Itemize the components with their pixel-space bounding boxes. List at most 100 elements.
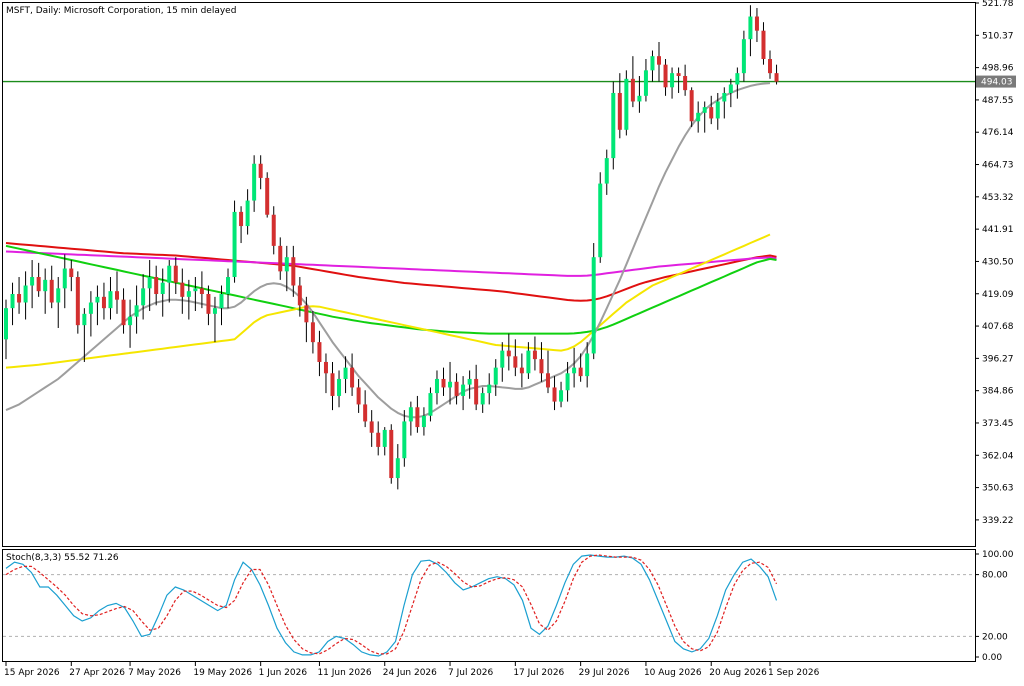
candle[interactable]	[23, 271, 28, 320]
candle[interactable]	[480, 387, 485, 413]
candle[interactable]	[108, 277, 113, 320]
candle[interactable]	[741, 30, 746, 82]
candle[interactable]	[578, 353, 583, 382]
candle[interactable]	[75, 271, 80, 334]
candle[interactable]	[774, 64, 779, 85]
candle[interactable]	[337, 370, 342, 408]
candle[interactable]	[297, 277, 302, 317]
candle[interactable]	[147, 260, 152, 311]
candle[interactable]	[448, 361, 453, 405]
candle[interactable]	[696, 101, 701, 133]
candle[interactable]	[506, 333, 511, 371]
candle[interactable]	[36, 262, 41, 297]
candle[interactable]	[4, 299, 8, 360]
candle[interactable]	[728, 78, 733, 108]
candle[interactable]	[167, 260, 172, 303]
candle[interactable]	[702, 101, 707, 133]
candle[interactable]	[761, 22, 766, 65]
candle[interactable]	[186, 279, 191, 320]
candle[interactable]	[350, 353, 355, 396]
candle[interactable]	[330, 361, 335, 411]
candle[interactable]	[754, 8, 759, 43]
candle[interactable]	[363, 390, 368, 428]
candle[interactable]	[62, 254, 67, 309]
candle[interactable]	[657, 42, 661, 82]
candle[interactable]	[382, 427, 387, 456]
candle[interactable]	[389, 424, 394, 484]
candle[interactable]	[17, 277, 22, 314]
candle[interactable]	[670, 67, 675, 99]
candle[interactable]	[343, 356, 348, 394]
candle[interactable]	[421, 407, 426, 436]
candle[interactable]	[323, 353, 328, 394]
candle[interactable]	[630, 56, 635, 108]
candle[interactable]	[95, 285, 100, 326]
candle[interactable]	[467, 370, 472, 399]
candle[interactable]	[487, 373, 492, 405]
candle[interactable]	[82, 308, 87, 362]
candle[interactable]	[461, 376, 466, 411]
candle[interactable]	[173, 257, 178, 295]
candle[interactable]	[226, 268, 231, 309]
candle[interactable]	[30, 260, 35, 309]
candle[interactable]	[356, 378, 361, 413]
candle[interactable]	[617, 73, 622, 139]
candle[interactable]	[101, 282, 106, 320]
candle[interactable]	[604, 149, 609, 195]
candle[interactable]	[493, 359, 498, 396]
candle[interactable]	[56, 277, 61, 328]
candle[interactable]	[271, 206, 276, 255]
candle[interactable]	[193, 277, 198, 311]
candle[interactable]	[154, 265, 159, 306]
candle[interactable]	[735, 67, 740, 99]
candle[interactable]	[637, 75, 642, 113]
candle[interactable]	[291, 245, 296, 297]
candle[interactable]	[141, 274, 146, 320]
candle[interactable]	[284, 245, 289, 292]
candle[interactable]	[545, 350, 550, 394]
candle[interactable]	[245, 189, 250, 235]
candle[interactable]	[212, 296, 217, 343]
candle[interactable]	[454, 373, 459, 405]
candle[interactable]	[689, 87, 694, 127]
candle[interactable]	[552, 376, 557, 411]
candle[interactable]	[415, 395, 420, 433]
candle[interactable]	[663, 59, 668, 96]
candle[interactable]	[722, 87, 727, 119]
candle[interactable]	[49, 265, 54, 309]
candle[interactable]	[683, 64, 688, 96]
candle[interactable]	[232, 200, 237, 283]
candle[interactable]	[500, 342, 505, 382]
candle[interactable]	[43, 268, 48, 314]
candle[interactable]	[310, 310, 315, 354]
candle[interactable]	[115, 271, 120, 314]
candle[interactable]	[474, 364, 479, 411]
candle[interactable]	[768, 50, 773, 79]
candle[interactable]	[278, 237, 283, 280]
candle[interactable]	[369, 410, 374, 447]
candle[interactable]	[650, 50, 655, 82]
candle[interactable]	[239, 206, 244, 244]
candle[interactable]	[88, 291, 93, 337]
candle[interactable]	[428, 387, 433, 422]
candle[interactable]	[317, 330, 322, 377]
candle[interactable]	[252, 155, 257, 212]
candle[interactable]	[676, 67, 681, 93]
candle[interactable]	[395, 444, 400, 490]
candle[interactable]	[526, 342, 531, 379]
candle[interactable]	[441, 367, 446, 396]
candle[interactable]	[10, 282, 15, 326]
candle[interactable]	[715, 92, 720, 130]
candle[interactable]	[376, 421, 381, 456]
candle[interactable]	[69, 260, 74, 292]
candle[interactable]	[559, 381, 564, 408]
candle[interactable]	[643, 59, 648, 102]
candle[interactable]	[624, 70, 629, 136]
candle[interactable]	[748, 5, 753, 57]
candle[interactable]	[585, 342, 590, 388]
candle[interactable]	[513, 339, 518, 377]
candle[interactable]	[408, 401, 413, 436]
candle[interactable]	[519, 353, 524, 388]
candle[interactable]	[591, 243, 596, 360]
candle[interactable]	[565, 361, 570, 402]
